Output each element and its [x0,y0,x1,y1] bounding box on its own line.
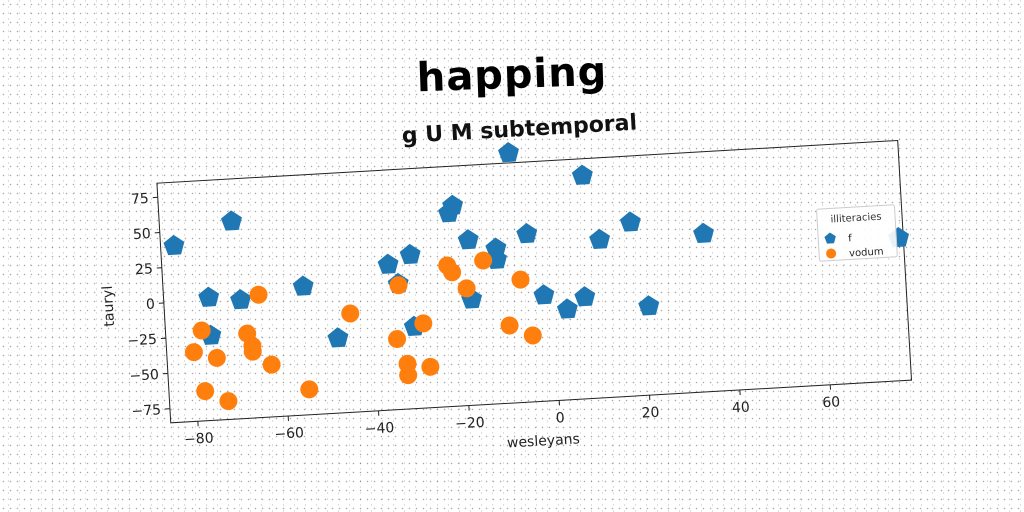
y-tick-label: 25 [135,261,154,278]
point-vodum [388,330,407,349]
legend-items: f vodum [824,232,884,259]
point-f [377,253,399,274]
legend: illiteracies f vodum [816,204,898,262]
x-tick-label: 40 [732,399,751,416]
point-f [230,288,251,310]
point-f [619,211,641,232]
y-axis-ticks: −75 −50 −25 0 25 50 75 [127,191,170,420]
point-vodum [341,304,360,323]
point-f [638,295,660,316]
y-axis-label: tauryl [100,285,118,327]
point-vodum [249,285,268,304]
y-tick-label: 50 [133,226,152,243]
legend-title: illiteracies [830,212,882,226]
point-vodum [184,343,203,362]
point-f [589,228,611,249]
point-f [497,142,519,163]
x-tick-label: −20 [455,415,485,433]
point-f [220,210,242,231]
point-f [693,222,714,243]
data-points [163,142,909,411]
point-f [442,194,464,215]
point-f [399,243,421,265]
x-axis-ticks: −80 −60 −40 −20 0 20 40 60 [184,384,841,448]
x-tick-label: −60 [274,425,304,443]
x-tick-label: 60 [822,394,841,411]
point-f [457,229,479,250]
point-f [198,286,220,307]
point-vodum [192,321,211,340]
y-tick-label: 75 [131,191,150,208]
point-vodum [196,382,215,401]
chart-group: g U M subtemporal −80 −60 −40 −20 0 20 40 60 −7… [100,110,913,451]
point-f [292,275,314,296]
point-vodum [414,314,433,333]
point-vodum [300,380,319,399]
chart-title: g U M subtemporal [401,110,638,149]
point-vodum [523,326,542,345]
x-tick-label: −80 [184,430,214,448]
point-vodum [500,316,519,335]
point-f [556,298,578,319]
point-vodum [262,355,281,374]
legend-marker-f [824,232,836,244]
point-vodum [207,348,226,367]
point-f [163,234,185,256]
y-tick-label: −50 [129,367,159,385]
x-tick-label: −40 [364,420,394,438]
point-f [571,164,593,185]
legend-label-f: f [848,233,853,244]
point-f [533,284,555,305]
legend-box [816,204,898,262]
point-vodum [511,270,530,289]
y-tick-label: −75 [131,402,161,420]
point-vodum [243,342,262,361]
point-vodum [421,357,440,376]
point-vodum [474,251,493,270]
x-tick-label: 0 [555,410,565,426]
point-f [327,327,349,348]
legend-label-vodum: vodum [849,246,884,259]
point-vodum [399,366,418,385]
y-tick-label: 0 [146,297,156,313]
legend-marker-vodum [826,248,837,259]
y-tick-label: −25 [127,332,157,350]
point-vodum [389,276,408,295]
plot-frame [156,139,913,424]
point-f [574,286,596,307]
point-f [516,223,538,244]
point-vodum [443,263,462,282]
x-tick-label: 20 [641,405,660,422]
point-vodum [457,279,476,298]
point-vodum [219,392,238,411]
x-axis-label: wesleyans [507,431,581,451]
